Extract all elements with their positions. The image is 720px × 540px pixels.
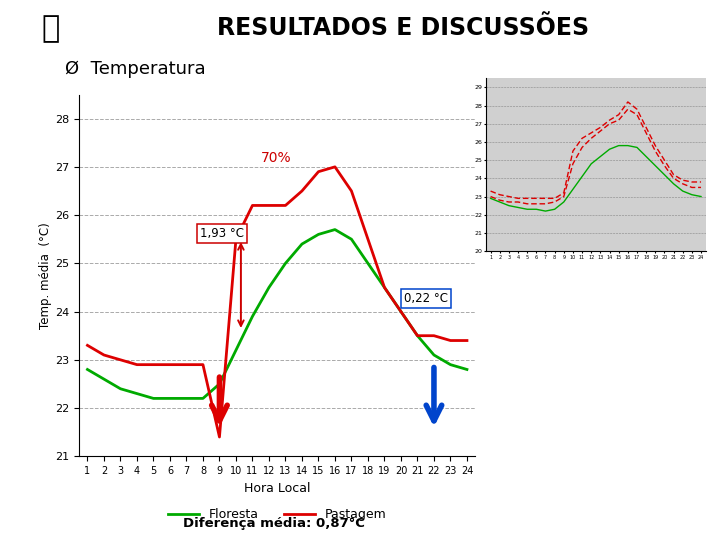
Floresta bbox=[215, 381, 224, 387]
Pastagem bbox=[397, 308, 405, 315]
X-axis label: Hora Local: Hora Local bbox=[244, 482, 310, 495]
Y-axis label: Temp. média  (°C): Temp. média (°C) bbox=[40, 222, 53, 329]
Line: Floresta: Floresta bbox=[87, 230, 467, 399]
Pastagem bbox=[314, 168, 323, 175]
Pastagem bbox=[199, 361, 207, 368]
Pastagem bbox=[83, 342, 91, 349]
Floresta bbox=[413, 333, 422, 339]
Pastagem bbox=[413, 333, 422, 339]
Pastagem bbox=[248, 202, 257, 208]
Text: 70%: 70% bbox=[261, 151, 292, 165]
Floresta bbox=[132, 390, 141, 397]
Text: Diferença média: 0,87°C: Diferença média: 0,87°C bbox=[183, 516, 364, 530]
Pastagem bbox=[347, 188, 356, 194]
Floresta bbox=[364, 260, 372, 267]
Floresta bbox=[347, 236, 356, 242]
Text: 1,93 °C: 1,93 °C bbox=[199, 227, 243, 240]
Pastagem bbox=[380, 284, 389, 291]
Text: RESULTADOS E DISCUSSÕES: RESULTADOS E DISCUSSÕES bbox=[217, 16, 589, 40]
Pastagem bbox=[132, 361, 141, 368]
Floresta bbox=[99, 376, 108, 382]
Pastagem bbox=[232, 236, 240, 242]
Pastagem bbox=[430, 333, 438, 339]
Pastagem bbox=[99, 352, 108, 358]
Floresta bbox=[116, 386, 125, 392]
Floresta bbox=[314, 231, 323, 238]
Pastagem bbox=[364, 236, 372, 242]
Legend: Floresta, Pastagem: Floresta, Pastagem bbox=[163, 503, 392, 526]
Pastagem bbox=[116, 356, 125, 363]
Floresta bbox=[330, 226, 339, 233]
Pastagem bbox=[330, 164, 339, 170]
Floresta bbox=[149, 395, 158, 402]
Floresta bbox=[297, 241, 306, 247]
Floresta bbox=[463, 366, 472, 373]
Pastagem bbox=[166, 361, 174, 368]
Floresta bbox=[380, 284, 389, 291]
Text: 0,22 °C: 0,22 °C bbox=[404, 292, 449, 305]
Floresta bbox=[83, 366, 91, 373]
Floresta bbox=[182, 395, 191, 402]
Pastagem bbox=[281, 202, 289, 208]
Pastagem bbox=[265, 202, 274, 208]
Pastagem bbox=[149, 361, 158, 368]
Floresta bbox=[265, 284, 274, 291]
Pastagem bbox=[446, 338, 455, 344]
Floresta bbox=[446, 361, 455, 368]
Pastagem bbox=[215, 434, 224, 440]
Floresta bbox=[281, 260, 289, 267]
Floresta bbox=[397, 308, 405, 315]
Floresta bbox=[166, 395, 174, 402]
Floresta bbox=[199, 395, 207, 402]
Floresta bbox=[232, 347, 240, 353]
Pastagem bbox=[182, 361, 191, 368]
Floresta bbox=[430, 352, 438, 358]
Pastagem bbox=[463, 338, 472, 344]
Pastagem bbox=[297, 188, 306, 194]
Text: Ø  Temperatura: Ø Temperatura bbox=[65, 60, 205, 78]
Text: ⛫: ⛫ bbox=[41, 14, 60, 43]
Line: Pastagem: Pastagem bbox=[87, 167, 467, 437]
Floresta bbox=[248, 313, 257, 320]
